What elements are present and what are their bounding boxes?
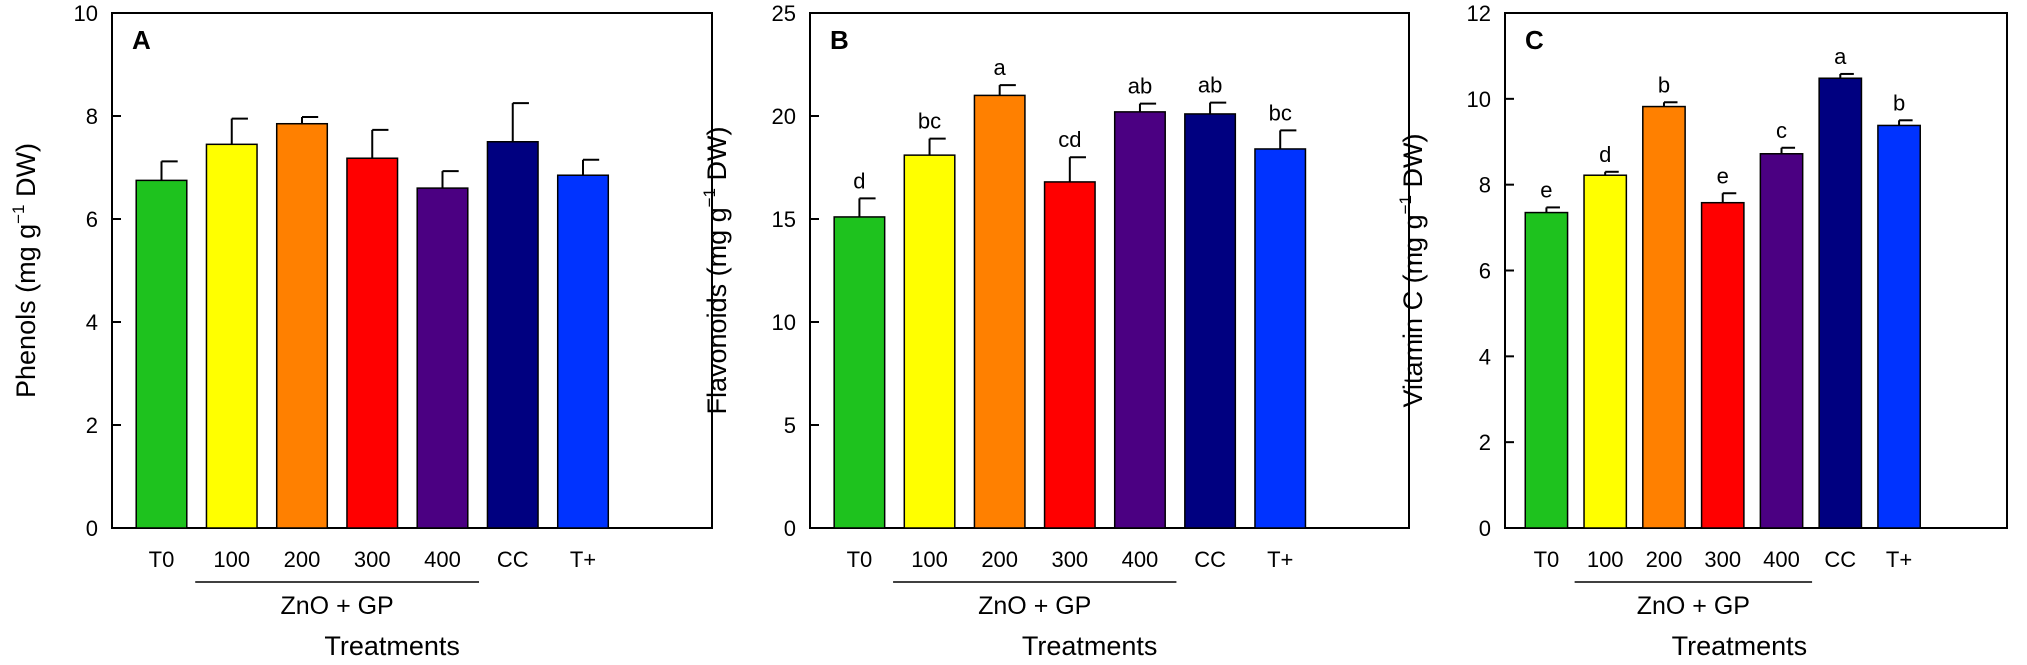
y-tick-label: 0 bbox=[784, 516, 796, 541]
bar-200 bbox=[275, 122, 329, 529]
significance-label: d bbox=[1599, 142, 1611, 167]
significance-label: a bbox=[994, 55, 1007, 80]
x-tick-label: 400 bbox=[424, 547, 461, 572]
significance-label: ab bbox=[1198, 73, 1222, 98]
y-tick-label: 8 bbox=[1479, 173, 1491, 198]
y-tick-label: 15 bbox=[772, 207, 796, 232]
significance-label: b bbox=[1893, 90, 1905, 115]
y-tick-label: 4 bbox=[1479, 344, 1491, 369]
bar-cc bbox=[1818, 77, 1863, 529]
bar-300 bbox=[1043, 181, 1096, 529]
significance-label: e bbox=[1717, 163, 1729, 188]
significance-label: b bbox=[1658, 72, 1670, 97]
x-tick-label: 300 bbox=[354, 547, 391, 572]
x-tick-label: T0 bbox=[149, 547, 175, 572]
x-tick-label: T+ bbox=[1267, 547, 1293, 572]
bar-200 bbox=[1642, 105, 1686, 529]
x-tick-label: T+ bbox=[570, 547, 596, 572]
bar-t0 bbox=[1524, 211, 1569, 529]
plot-frame bbox=[111, 12, 713, 529]
x-tick-label: 400 bbox=[1122, 547, 1159, 572]
bar-tplus bbox=[1254, 148, 1307, 529]
bar-300 bbox=[346, 157, 399, 529]
y-axis-title: Vitamin C (mg g−1 DW) bbox=[1396, 134, 1428, 408]
x-tick-label: CC bbox=[1194, 547, 1226, 572]
bar-100 bbox=[1583, 174, 1628, 529]
x-tick-label: 400 bbox=[1763, 547, 1800, 572]
significance-label: e bbox=[1540, 177, 1552, 202]
x-tick-label: 300 bbox=[1704, 547, 1741, 572]
x-tick-label: 100 bbox=[1587, 547, 1624, 572]
y-axis-title: Phenols (mg g−1 DW) bbox=[9, 143, 41, 398]
bar-400 bbox=[416, 187, 469, 529]
bar-300 bbox=[1700, 201, 1745, 529]
bar-400 bbox=[1113, 111, 1166, 529]
x-tick-label: CC bbox=[497, 547, 529, 572]
significance-label: ab bbox=[1128, 74, 1152, 99]
significance-label: c bbox=[1776, 118, 1787, 143]
significance-label: bc bbox=[918, 109, 941, 134]
bar-400 bbox=[1759, 153, 1804, 529]
bar-100 bbox=[903, 154, 956, 529]
significance-label: d bbox=[853, 168, 865, 193]
y-tick-label: 10 bbox=[772, 310, 796, 335]
y-tick-label: 20 bbox=[772, 104, 796, 129]
x-tick-label: T0 bbox=[847, 547, 873, 572]
y-tick-label: 0 bbox=[86, 516, 98, 541]
y-tick-label: 6 bbox=[1479, 259, 1491, 284]
y-tick-label: 0 bbox=[1479, 516, 1491, 541]
x-tick-label: 200 bbox=[1646, 547, 1683, 572]
plot-frame bbox=[1504, 12, 2008, 529]
significance-label: a bbox=[1834, 44, 1847, 69]
bar-cc bbox=[486, 141, 539, 529]
significance-label: cd bbox=[1058, 127, 1081, 152]
y-tick-label: 12 bbox=[1467, 1, 1491, 26]
y-tick-label: 8 bbox=[86, 104, 98, 129]
y-tick-label: 6 bbox=[86, 207, 98, 232]
bar-tplus bbox=[556, 174, 610, 529]
group-label: ZnO + GP bbox=[281, 592, 394, 620]
y-tick-label: 5 bbox=[784, 413, 796, 438]
x-tick-label: T0 bbox=[1534, 547, 1560, 572]
bar-tplus bbox=[1877, 124, 1921, 529]
significance-label: bc bbox=[1269, 100, 1292, 125]
plot-frame bbox=[809, 12, 1410, 529]
bar-100 bbox=[205, 143, 258, 529]
panel-b: 0 5 10 15 20 25 d T0 bc 100 a 200 cd 300 ab 400 ab CC bc T+… bbox=[700, 1, 1410, 661]
bar-t0 bbox=[833, 216, 886, 529]
y-tick-label: 25 bbox=[772, 1, 796, 26]
x-tick-label: CC bbox=[1824, 547, 1856, 572]
x-axis-title: Treatments bbox=[1672, 631, 1808, 661]
bar-t0 bbox=[135, 179, 188, 529]
group-label: ZnO + GP bbox=[1637, 592, 1750, 620]
panel-letter: A bbox=[132, 25, 151, 55]
x-tick-label: 200 bbox=[981, 547, 1018, 572]
panel-a: 0 2 4 6 8 10 T0 100 200 300 400 CC T+ ZnO + GP Treatme… bbox=[9, 1, 713, 661]
y-tick-label: 10 bbox=[74, 1, 98, 26]
x-tick-label: T+ bbox=[1886, 547, 1912, 572]
group-label: ZnO + GP bbox=[978, 592, 1091, 620]
x-tick-label: 300 bbox=[1051, 547, 1088, 572]
x-tick-label: 100 bbox=[213, 547, 250, 572]
y-tick-label: 10 bbox=[1467, 87, 1491, 112]
x-axis-title: Treatments bbox=[1022, 631, 1158, 661]
bar-200 bbox=[973, 94, 1026, 529]
panel-letter: B bbox=[830, 25, 849, 55]
panel-c: 0 2 4 6 8 10 12 e T0 d 100 b 200 e 300 c 400 a CC b T+ ZnO + … bbox=[1396, 1, 2008, 661]
panel-letter: C bbox=[1525, 25, 1544, 55]
bar-cc bbox=[1184, 113, 1237, 529]
x-tick-label: 100 bbox=[911, 547, 948, 572]
y-tick-label: 4 bbox=[86, 310, 98, 335]
y-axis-title: Flavonoids (mg g−1 DW) bbox=[700, 127, 732, 415]
y-tick-label: 2 bbox=[1479, 430, 1491, 455]
x-tick-label: 200 bbox=[284, 547, 321, 572]
y-tick-label: 2 bbox=[86, 413, 98, 438]
x-axis-title: Treatments bbox=[324, 631, 460, 661]
